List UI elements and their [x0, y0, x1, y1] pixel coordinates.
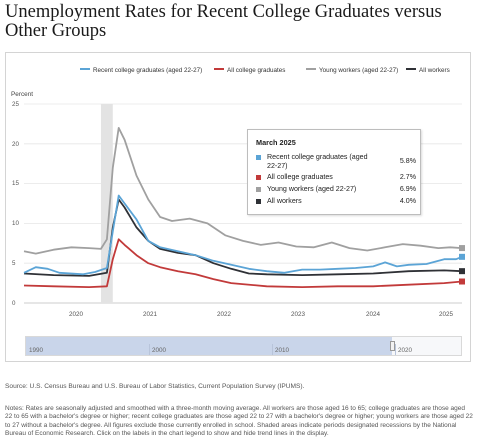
tooltip-swatch — [256, 155, 261, 160]
x-tick-label: 2024 — [365, 311, 381, 318]
x-tick-label: 2021 — [142, 311, 158, 318]
navigator-handle[interactable] — [390, 341, 395, 351]
legend-item-all-workers[interactable]: All workers — [406, 67, 450, 74]
legend-label: All college graduates — [227, 67, 286, 74]
chart-container: Recent college graduates (aged 22-27) Al… — [5, 52, 471, 362]
navigator-label: 2000 — [152, 347, 167, 354]
legend-swatch — [306, 68, 316, 71]
legend-swatch — [406, 68, 416, 71]
y-tick-label: 20 — [12, 141, 19, 148]
tooltip-box: March 2025 Recent college graduates (age… — [247, 129, 421, 215]
navigator-divider — [272, 344, 273, 355]
legend-swatch — [214, 68, 224, 71]
y-tick-label: 25 — [12, 101, 19, 108]
legend-label: Recent college graduates (aged 22-27) — [93, 67, 203, 74]
tooltip-row-value: 5.8% — [399, 157, 416, 165]
navigator-divider — [395, 344, 396, 355]
tooltip-row-value: 4.0% — [399, 197, 416, 205]
tooltip-row-label: All college graduates — [267, 173, 333, 181]
series-end-marker — [459, 268, 465, 275]
legend-item-young-workers[interactable]: Young workers (aged 22-27) — [306, 67, 398, 74]
tooltip-title: March 2025 — [256, 138, 296, 147]
source-note: Source: U.S. Census Bureau and U.S. Bure… — [5, 383, 305, 390]
series-end-marker — [459, 245, 465, 252]
navigator-label: 2010 — [275, 347, 290, 354]
navigator-label: 2020 — [398, 347, 413, 354]
tooltip-row-value: 6.9% — [399, 185, 416, 193]
series-line[interactable] — [23, 238, 463, 288]
x-tick-label: 2022 — [216, 311, 232, 318]
page-title: Unemployment Rates for Recent College Gr… — [5, 2, 442, 41]
tooltip-swatch — [256, 199, 261, 204]
legend-label: Young workers (aged 22-27) — [319, 67, 399, 74]
x-tick-label: 2025 — [438, 311, 454, 318]
legend-label: All workers — [419, 67, 450, 74]
legend-item-recent-grads[interactable]: Recent college graduates (aged 22-27) — [80, 67, 202, 74]
y-tick-label: 15 — [12, 180, 19, 187]
tooltip-swatch — [256, 187, 261, 192]
navigator-divider — [149, 344, 150, 355]
chart-legend: Recent college graduates (aged 22-27) Al… — [6, 67, 472, 79]
series-line[interactable] — [23, 127, 463, 255]
tooltip-row-value: 2.7% — [399, 173, 416, 181]
recession-shading — [100, 104, 113, 303]
legend-swatch — [80, 68, 90, 71]
y-axis-label: Percent — [11, 91, 34, 98]
y-tick-label: 10 — [12, 220, 19, 227]
line-chart — [23, 103, 465, 304]
navigator-label: 1990 — [29, 347, 44, 354]
navigator-selection[interactable] — [26, 337, 392, 355]
tooltip-swatch — [256, 175, 261, 180]
tooltip-row-label: Recent college graduates (aged 22-27) — [267, 153, 368, 170]
legend-item-all-grads[interactable]: All college graduates — [214, 67, 285, 74]
y-tick-label: 0 — [12, 300, 16, 307]
tooltip-row-label: Young workers (aged 22-27) — [267, 185, 357, 193]
tooltip-row-label: All workers — [267, 197, 302, 205]
series-end-marker — [459, 278, 465, 285]
x-tick-label: 2023 — [290, 311, 306, 318]
notes-text: Notes: Rates are seasonally adjusted and… — [5, 405, 473, 438]
series-line[interactable] — [23, 194, 463, 276]
y-tick-label: 5 — [12, 260, 16, 267]
series-end-marker — [459, 253, 465, 260]
x-tick-label: 2020 — [68, 311, 84, 318]
range-navigator[interactable]: 1990 2000 2010 2020 — [25, 336, 462, 356]
